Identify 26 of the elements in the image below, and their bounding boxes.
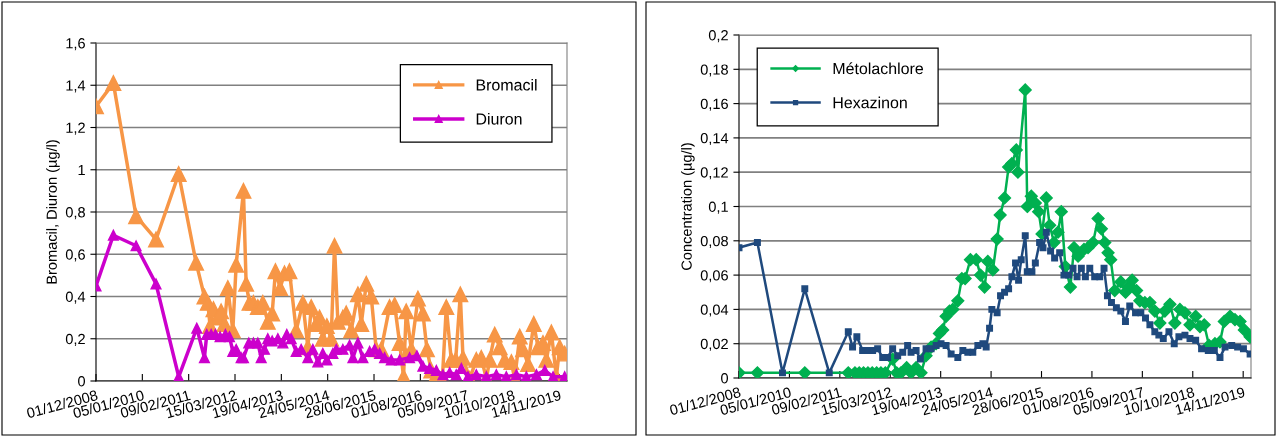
- y-axis-title: Bromacil, Diuron (µg/l): [46, 140, 60, 284]
- y-tick-label: 0: [78, 376, 86, 387]
- y-tick-label: 0,8: [65, 207, 85, 220]
- legend-label: Hexazinon: [833, 96, 907, 109]
- y-tick-label: 0,2: [708, 30, 728, 43]
- y-tick-label: 1,4: [66, 80, 86, 93]
- y-tick-label: 0,08: [700, 235, 728, 248]
- y-tick-label: 0,6: [65, 249, 85, 262]
- y-tick-label: 1,6: [66, 38, 85, 51]
- y-tick-label: 0,04: [700, 304, 729, 317]
- y-tick-label: 0,06: [700, 270, 728, 283]
- y-tick-label: 0,18: [700, 64, 728, 77]
- legend-label: Bromacil: [476, 78, 537, 91]
- y-tick-label: 0,14: [700, 133, 729, 146]
- y-tick-label: 0,16: [700, 98, 728, 111]
- y-tick-label: 0,12: [700, 167, 728, 180]
- legend-label: Métolachlore: [833, 62, 924, 75]
- y-axis-title: Concentration (µg/l): [681, 143, 695, 270]
- y-tick-label: 0,4: [65, 291, 86, 304]
- y-tick-label: 0: [721, 373, 729, 384]
- y-tick-label: 0,2: [65, 333, 85, 346]
- y-tick-label: 1: [78, 165, 85, 176]
- y-tick-label: 0,02: [700, 338, 728, 351]
- legend-label: Diuron: [476, 112, 522, 125]
- y-tick-label: 0,1: [708, 201, 728, 214]
- y-tick-label: 1,2: [66, 122, 85, 135]
